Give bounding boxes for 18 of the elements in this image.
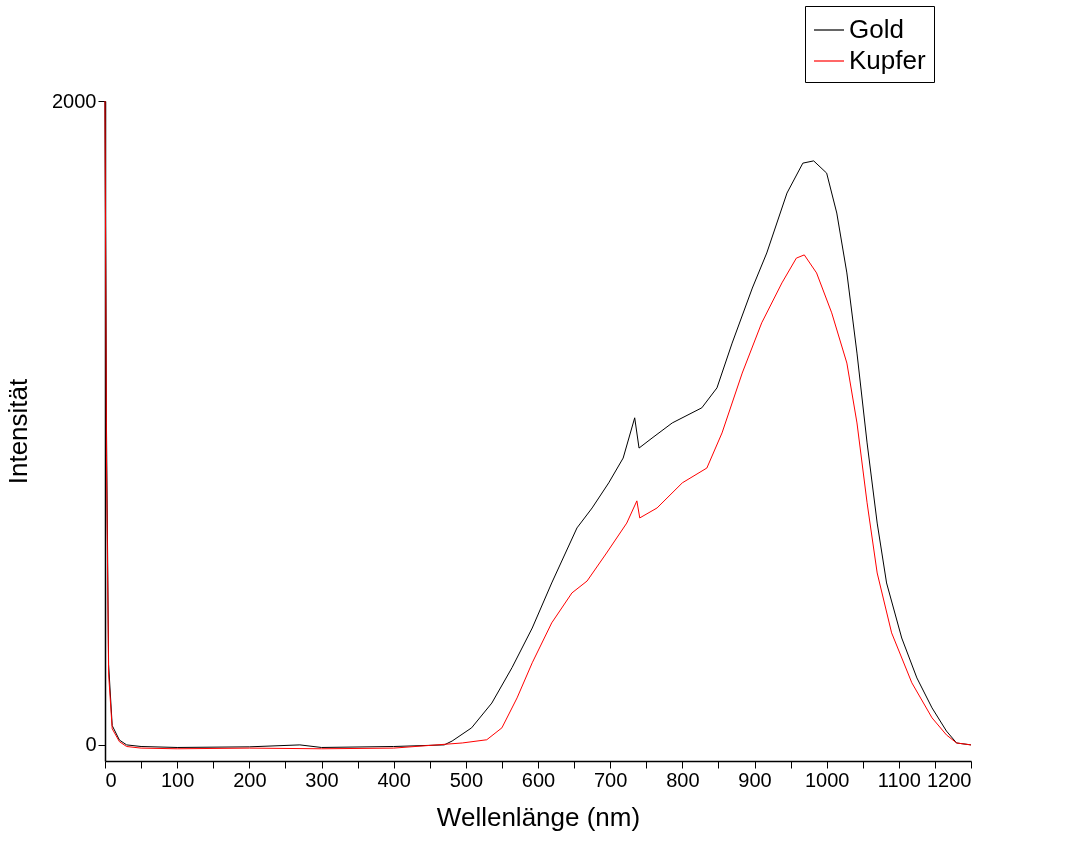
x-tick-label: 300 bbox=[305, 768, 339, 791]
x-tick-label: 500 bbox=[449, 768, 484, 791]
x-tick-label: 700 bbox=[593, 768, 628, 791]
x-tick-label: 1100 bbox=[877, 768, 921, 791]
x-tick-label: 1200 bbox=[927, 768, 972, 791]
x-tick-label: 200 bbox=[233, 768, 267, 791]
x-tick-label: 100 bbox=[160, 768, 195, 791]
legend-label: Gold bbox=[849, 14, 904, 44]
x-tick-label: 400 bbox=[377, 768, 411, 791]
y-axis-title: Intensität bbox=[3, 377, 34, 485]
legend-label: Kupfer bbox=[849, 45, 926, 75]
y-tick-label: 2000 bbox=[52, 89, 97, 112]
x-tick-label: 900 bbox=[738, 768, 772, 791]
x-axis-title: Wellenlänge (nm) bbox=[436, 801, 641, 832]
x-tick-label: 1000 bbox=[804, 768, 850, 791]
x-tick-label: 0 bbox=[105, 768, 117, 791]
x-tick-label: 600 bbox=[521, 768, 556, 791]
x-tick-label: 800 bbox=[666, 768, 700, 791]
